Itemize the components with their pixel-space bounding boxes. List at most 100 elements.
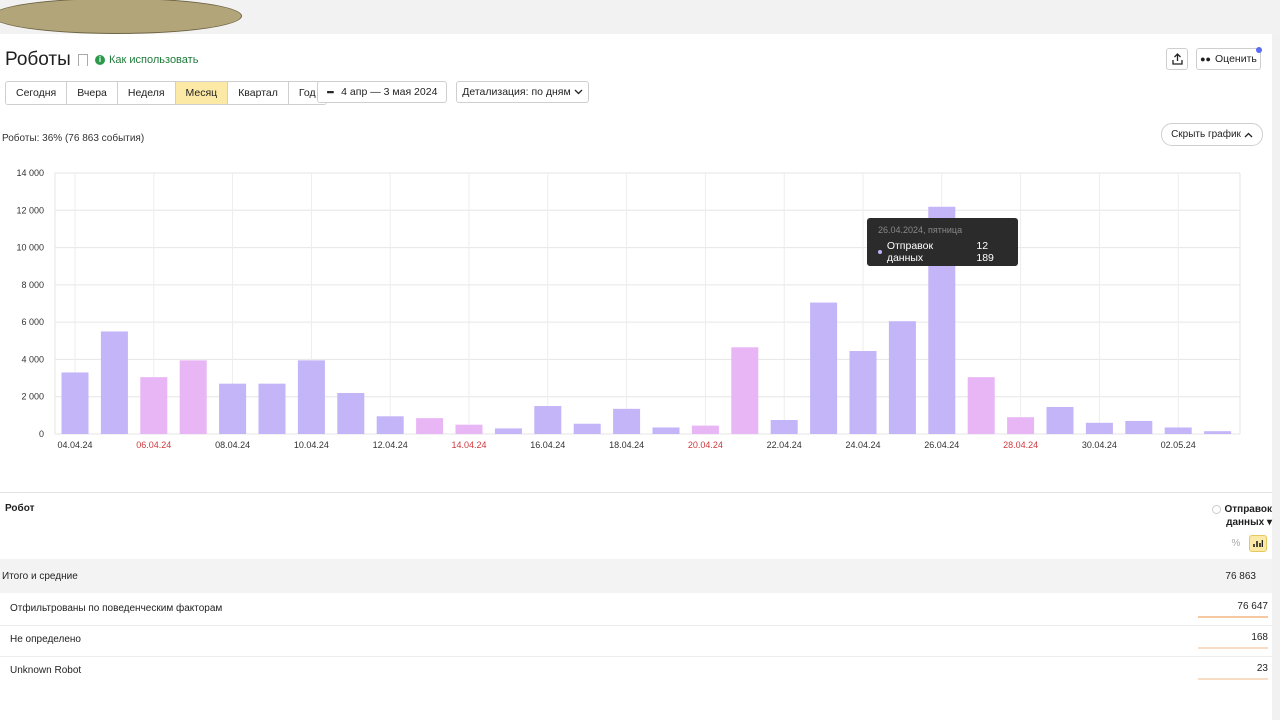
chart-bar	[258, 383, 286, 434]
table-row[interactable]: Не определено 168	[0, 632, 1272, 658]
chart-bar	[731, 347, 759, 434]
chart-bar	[100, 331, 128, 434]
table-total-row: Итого и средние 76 863	[0, 559, 1272, 593]
total-label: Итого и средние	[2, 571, 78, 582]
chart-bar	[1125, 420, 1153, 434]
column-header-metric-label: Отправок данных	[1224, 504, 1272, 528]
info-icon: i	[95, 55, 105, 65]
column-header-metric[interactable]: Отправок данных ▾	[1200, 503, 1272, 529]
chart-bar	[652, 427, 680, 434]
x-tick-label: 18.04.24	[609, 440, 644, 450]
x-axis: 04.04.24 06.04.24 08.04.24 10.04.24 12.04.24…	[57, 440, 1195, 450]
x-tick-label: 30.04.24	[1082, 440, 1117, 450]
y-axis: 0 2 000 4 000 6 000 8 000 10 000 12 000 14 000	[16, 168, 44, 439]
chart-bar	[613, 408, 641, 434]
x-tick-label: 06.04.24	[136, 440, 171, 450]
chart-bar	[455, 424, 483, 434]
chart-bar	[849, 351, 877, 434]
calendar-icon: ▪▪▪	[326, 87, 335, 97]
y-tick-label: 14 000	[16, 168, 44, 178]
tooltip-date: 26.04.2024, пятница	[878, 225, 963, 235]
row-share-bar	[1198, 616, 1268, 618]
period-year[interactable]: Год	[288, 82, 326, 104]
row-name: Отфильтрованы по поведенческим факторам	[10, 603, 223, 614]
chart-bar	[416, 418, 444, 434]
y-tick-label: 0	[39, 429, 44, 439]
tooltip-series-dot	[878, 250, 882, 254]
table-row[interactable]: Отфильтрованы по поведенческим факторам …	[0, 601, 1272, 627]
chart-bar	[140, 377, 168, 434]
chart-bar	[1164, 427, 1192, 434]
row-name: Не определено	[10, 634, 81, 645]
report-panel	[0, 34, 1272, 720]
chart-bar	[219, 383, 247, 434]
x-tick-label: 26.04.24	[924, 440, 959, 450]
x-tick-label: 04.04.24	[57, 440, 92, 450]
column-header-robot[interactable]: Робот	[5, 503, 35, 514]
row-divider	[0, 656, 1272, 657]
period-selector: Сегодня Вчера Неделя Месяц Квартал Год	[5, 81, 327, 105]
row-value: 23	[1256, 663, 1268, 674]
how-to-label: Как использовать	[109, 54, 199, 66]
date-range-picker[interactable]: ▪▪▪ 4 апр — 3 мая 2024	[317, 81, 447, 103]
chart-tooltip: 26.04.2024, пятница Отправок данных 12 1…	[867, 218, 1018, 266]
share-button[interactable]	[1166, 48, 1188, 70]
hide-chart-button[interactable]: Скрыть график	[1161, 123, 1263, 146]
chart-bar	[967, 377, 995, 434]
notification-dot	[1256, 47, 1262, 53]
tooltip-value: 12 189	[976, 240, 994, 264]
x-tick-label: 02.05.24	[1161, 440, 1196, 450]
y-tick-label: 8 000	[21, 280, 44, 290]
bar-chart-icon	[1253, 540, 1263, 547]
annotation-oval	[0, 0, 242, 34]
chart-bar	[573, 423, 601, 434]
chart-bar	[337, 392, 365, 434]
chart-bar	[179, 360, 207, 434]
y-tick-label: 12 000	[16, 205, 44, 215]
x-tick-label: 22.04.24	[767, 440, 802, 450]
y-tick-label: 6 000	[21, 317, 44, 327]
bar-toggle[interactable]	[1249, 535, 1267, 552]
chart-bar	[1085, 422, 1113, 434]
y-tick-label: 4 000	[21, 354, 44, 364]
sort-icon: ▾	[1266, 517, 1272, 528]
percent-toggle[interactable]: %	[1231, 538, 1241, 549]
chart-bar	[297, 360, 325, 434]
chevron-up-icon	[1244, 132, 1253, 137]
period-week[interactable]: Неделя	[117, 82, 176, 104]
row-value: 76 647	[1237, 601, 1268, 612]
bookmark-icon[interactable]	[78, 54, 88, 66]
chart-bar	[1007, 417, 1035, 434]
row-share-bar	[1198, 647, 1268, 649]
period-quarter[interactable]: Квартал	[228, 82, 289, 104]
row-name: Unknown Robot	[10, 665, 82, 676]
row-share-bar	[1198, 678, 1268, 680]
how-to-link[interactable]: i Как использовать	[95, 54, 198, 66]
tooltip-series: Отправок данных	[886, 240, 934, 264]
chevron-down-icon	[574, 89, 583, 95]
total-value: 76 863	[1225, 571, 1256, 582]
table-row[interactable]: Unknown Robot 23	[0, 663, 1272, 689]
period-today[interactable]: Сегодня	[6, 82, 68, 104]
chart-bar	[888, 321, 916, 434]
section-divider	[0, 492, 1272, 493]
summary-text: Роботы: 36% (76 863 события)	[2, 133, 145, 144]
y-tick-label: 10 000	[16, 243, 44, 253]
chart-bars	[61, 206, 1232, 434]
x-tick-label: 14.04.24	[451, 440, 486, 450]
hide-chart-label: Скрыть график	[1171, 129, 1241, 140]
period-month[interactable]: Месяц	[175, 82, 229, 104]
page-title: Роботы	[5, 49, 71, 70]
detail-dropdown[interactable]: Детализация: по дням	[456, 81, 589, 103]
chart-bar	[61, 372, 89, 434]
rate-label: Оценить	[1215, 53, 1257, 65]
chart-bar	[810, 302, 838, 434]
row-divider	[0, 625, 1272, 626]
rate-button[interactable]: ●● Оценить	[1196, 47, 1262, 70]
x-tick-label: 28.04.24	[1003, 440, 1038, 450]
period-yesterday[interactable]: Вчера	[67, 82, 118, 104]
chart-bar	[1046, 406, 1074, 434]
column-radio[interactable]	[1212, 504, 1222, 514]
x-tick-label: 20.04.24	[688, 440, 723, 450]
